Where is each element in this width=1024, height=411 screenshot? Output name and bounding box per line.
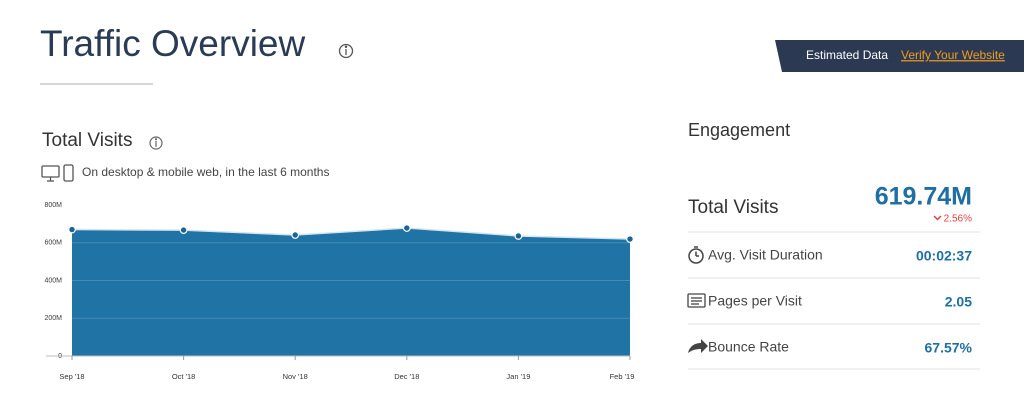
metric-value: 2.05 xyxy=(945,294,972,310)
x-tick-label: Oct '18 xyxy=(172,372,196,381)
y-tick-label: 200M xyxy=(44,315,62,322)
data-point xyxy=(68,225,76,234)
info-icon[interactable] xyxy=(338,43,354,59)
metric-label: Avg. Visit Duration xyxy=(708,247,823,263)
data-point xyxy=(291,231,300,239)
bounce-icon xyxy=(688,339,708,353)
data-point xyxy=(626,235,634,243)
estimated-banner xyxy=(775,40,1024,72)
x-tick-label: Jan '19 xyxy=(506,372,530,381)
metric-value: 67.57% xyxy=(925,340,973,356)
chart-subtitle: On desktop & mobile web, in the last 6 m… xyxy=(82,165,329,179)
clock-icon xyxy=(688,246,704,264)
metric-label: Bounce Rate xyxy=(708,339,789,355)
metric-label: Pages per Visit xyxy=(708,293,802,309)
banner-text: Estimated Data xyxy=(806,48,888,62)
x-tick-label: Dec '18 xyxy=(394,372,419,381)
x-tick-label: Sep '18 xyxy=(59,372,84,381)
device-icons xyxy=(41,164,74,182)
metric-value: 00:02:37 xyxy=(916,248,972,264)
pages-icon xyxy=(687,293,706,308)
y-tick-label: 800M xyxy=(44,202,62,209)
page-title: Traffic Overview xyxy=(40,23,305,64)
engagement-title: Engagement xyxy=(688,120,790,140)
info-icon[interactable] xyxy=(149,136,163,150)
data-point xyxy=(402,224,411,232)
x-tick-label: Nov '18 xyxy=(283,372,308,381)
total-visits-change: 2.56% xyxy=(944,214,972,225)
area xyxy=(72,228,630,356)
verify-link[interactable]: Verify Your Website xyxy=(901,48,1005,62)
y-tick-label: 600M xyxy=(44,240,62,247)
total-visits-label: Total Visits xyxy=(688,197,778,218)
data-point xyxy=(514,232,523,240)
x-tick-label: Feb '19 xyxy=(610,372,635,381)
down-arrow xyxy=(933,215,942,221)
chart-title: Total Visits xyxy=(42,130,132,151)
data-point xyxy=(179,226,188,235)
y-tick-label: 400M xyxy=(44,277,62,284)
total-visits-value: 619.74M xyxy=(875,183,972,211)
area-line xyxy=(71,227,631,240)
